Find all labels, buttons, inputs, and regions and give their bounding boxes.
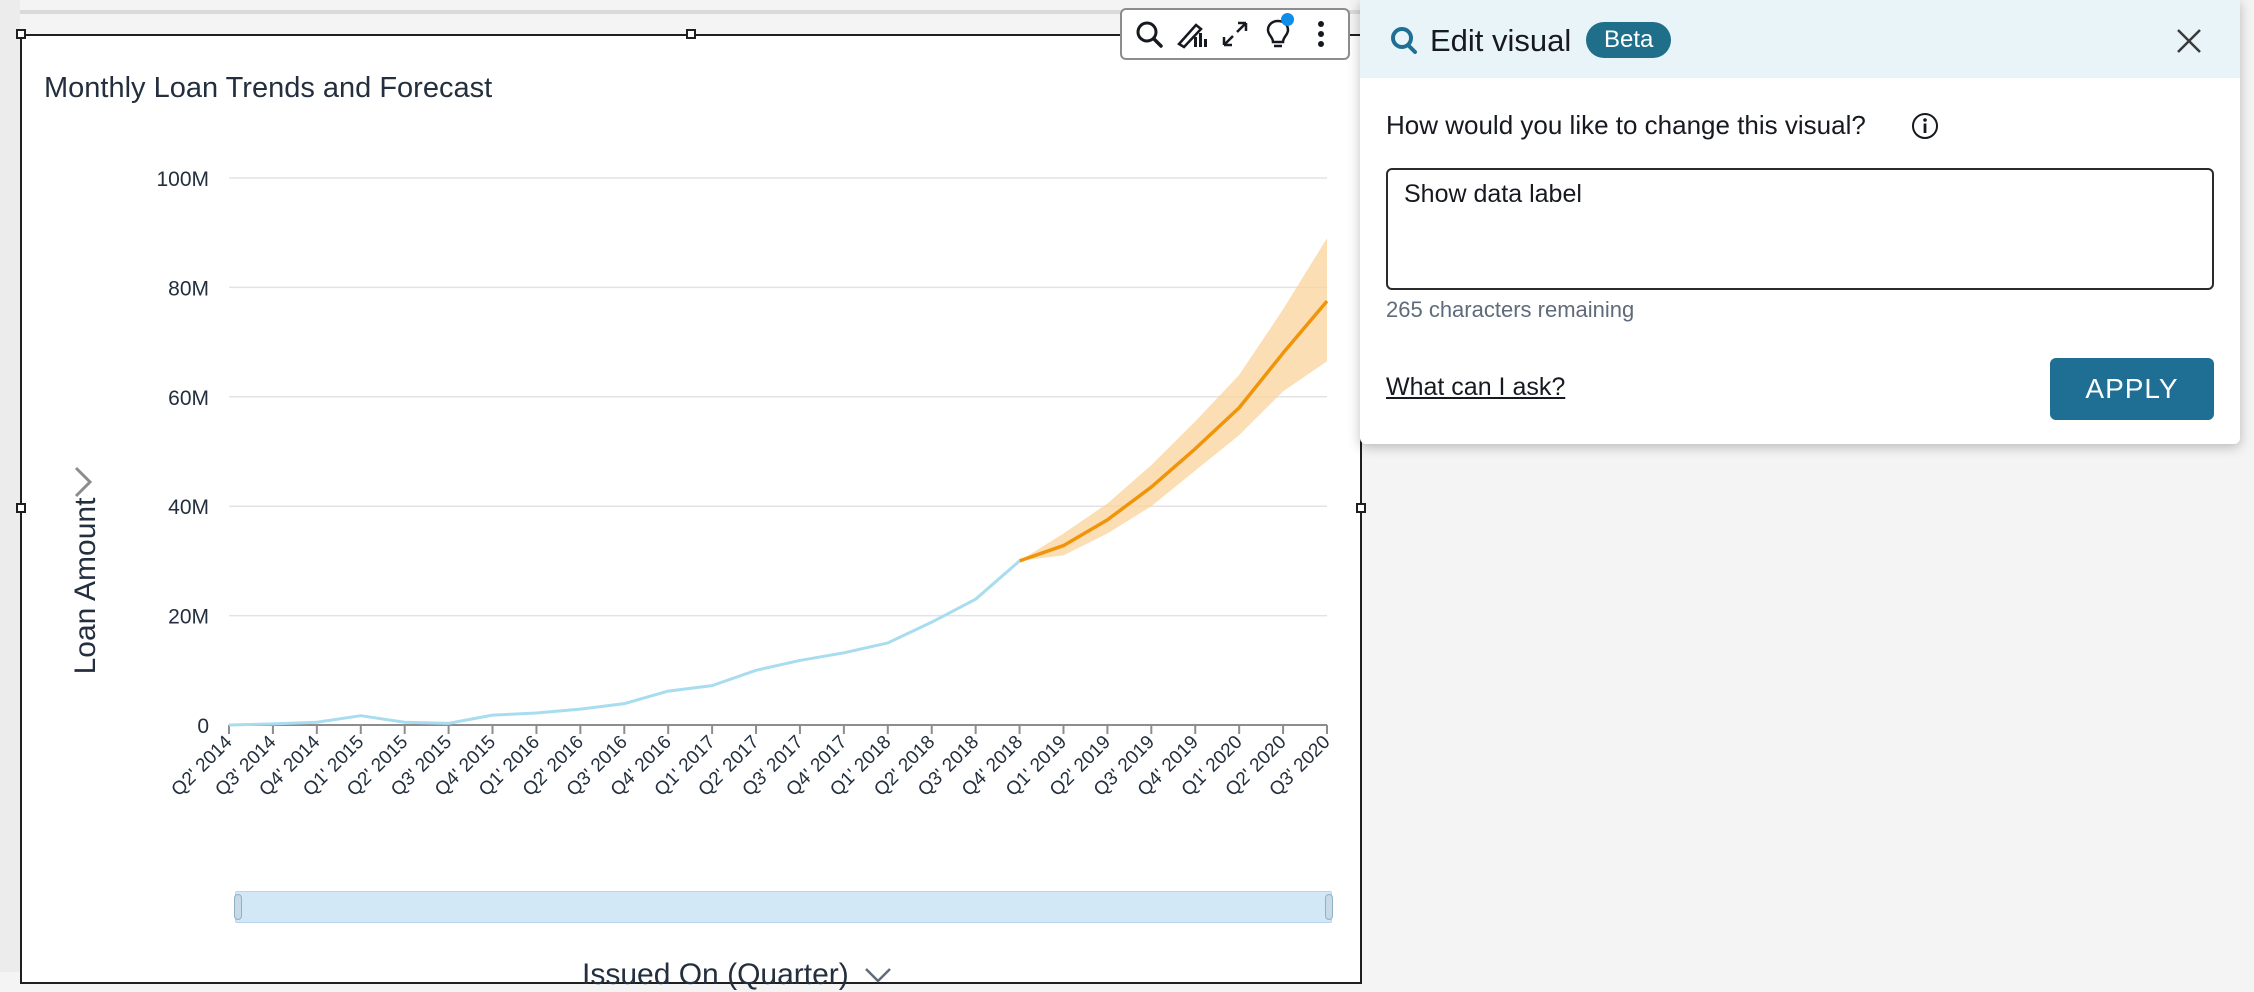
visual-title: Monthly Loan Trends and Forecast [44,72,493,104]
actual-line [228,559,1021,727]
more-vertical-icon[interactable] [1304,17,1338,51]
expand-icon[interactable] [1218,17,1252,51]
prompt-input[interactable]: Show data label [1386,168,2214,290]
y-tick-label: 20M [168,606,209,629]
scrollbar-left-handle[interactable] [234,894,242,920]
close-button[interactable] [2172,24,2206,58]
q-search-icon [1388,24,1420,61]
resize-handle-top-left[interactable] [16,29,26,39]
y-tick-label: 0 [197,715,209,738]
info-icon[interactable] [1910,111,1940,146]
search-icon[interactable] [1132,17,1166,51]
chevron-right-icon[interactable] [72,464,96,505]
forecast-confidence-band [1019,238,1327,561]
visual-toolbar [1120,8,1350,60]
x-axis-title[interactable]: Issued On (Quarter) [582,958,893,992]
resize-handle-left[interactable] [16,503,26,513]
resize-handle-right[interactable] [1356,503,1366,513]
visual-card[interactable]: Monthly Loan Trends and Forecast 0 20M 40M… [20,34,1362,991]
notification-dot [1280,13,1294,26]
beta-badge: Beta [1586,22,1672,58]
panel-title: Edit visual [1430,23,1572,58]
chevron-down-icon [864,968,891,983]
apply-button[interactable]: APPLY [2050,358,2214,420]
scrollbar-right-handle[interactable] [1325,894,1333,920]
prompt-label: How would you like to change this visual… [1386,110,1866,140]
edit-visual-panel: Edit visual Beta How would you like to c… [1360,0,2240,444]
panel-header: Edit visual Beta [1360,0,2240,78]
y-tick-label: 40M [168,496,209,519]
what-can-i-ask-link[interactable]: What can I ask? [1386,373,1566,401]
left-gutter [0,0,20,972]
y-axis-title: Loan Amount [69,497,102,675]
y-tick-label: 80M [168,277,209,300]
x-axis-title-text: Issued On (Quarter) [582,958,849,991]
top-divider [20,10,1362,14]
y-tick-label: 60M [168,387,209,410]
characters-remaining: 265 characters remaining [1386,297,1635,322]
range-scrollbar[interactable] [234,891,1333,923]
y-tick-label: 100M [156,168,209,191]
close-icon [2177,29,2201,53]
forecast-line [1018,299,1329,563]
insight-bulb-icon[interactable] [1261,13,1295,51]
resize-handle-top[interactable] [686,29,696,39]
chart-type-icon[interactable] [1175,17,1209,51]
